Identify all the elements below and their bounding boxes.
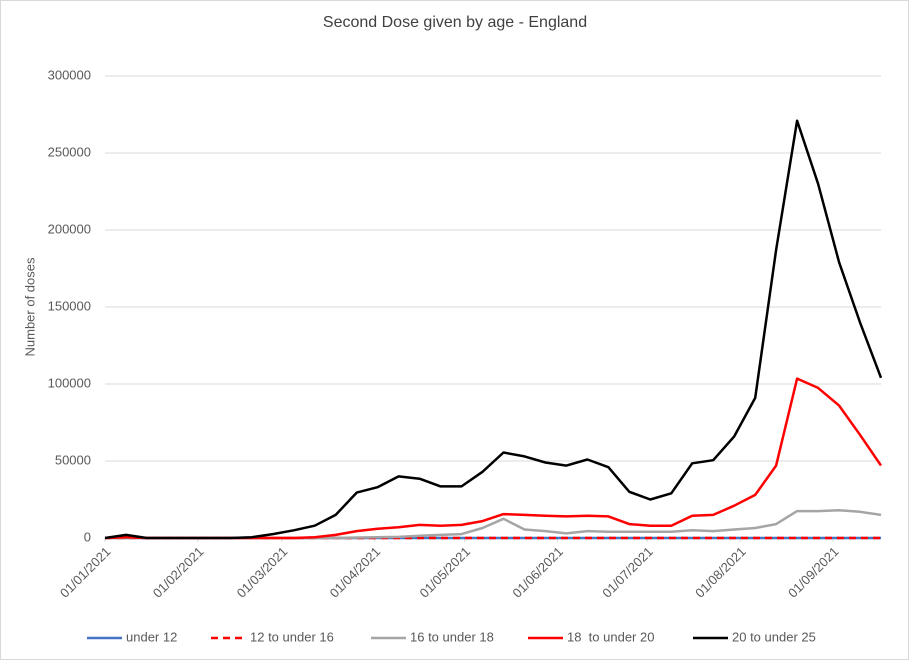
x-tick-label: 01/07/2021 xyxy=(599,544,656,601)
x-tick-label: 01/03/2021 xyxy=(234,544,291,601)
legend-label: 18 to under 20 xyxy=(567,629,654,644)
y-tick-label: 150000 xyxy=(48,298,91,313)
x-tick-label: 01/01/2021 xyxy=(57,544,114,601)
y-tick-label: 250000 xyxy=(48,144,91,159)
series-line xyxy=(104,119,883,540)
y-tick-label: 300000 xyxy=(48,67,91,82)
chart-title: Second Dose given by age - England xyxy=(323,14,587,31)
y-tick-label: 100000 xyxy=(48,375,91,390)
series-line xyxy=(105,509,882,540)
x-tick-label: 01/02/2021 xyxy=(150,544,207,601)
x-tick-label: 01/09/2021 xyxy=(785,544,842,601)
series-line xyxy=(104,377,883,540)
x-tick-label: 01/08/2021 xyxy=(692,544,749,601)
y-tick-label: 0 xyxy=(84,529,91,544)
x-tick-label: 01/05/2021 xyxy=(416,544,473,601)
legend-label: 12 to under 16 xyxy=(250,629,334,644)
x-tick-label: 01/04/2021 xyxy=(327,544,384,601)
y-tick-label: 50000 xyxy=(55,452,91,467)
legend-label: 16 to under 18 xyxy=(410,629,494,644)
x-tick-label: 01/06/2021 xyxy=(509,544,566,601)
legend-label: 20 to under 25 xyxy=(732,629,816,644)
legend-label: under 12 xyxy=(126,629,177,644)
y-axis-label: Number of doses xyxy=(22,257,37,356)
y-tick-label: 200000 xyxy=(48,221,91,236)
